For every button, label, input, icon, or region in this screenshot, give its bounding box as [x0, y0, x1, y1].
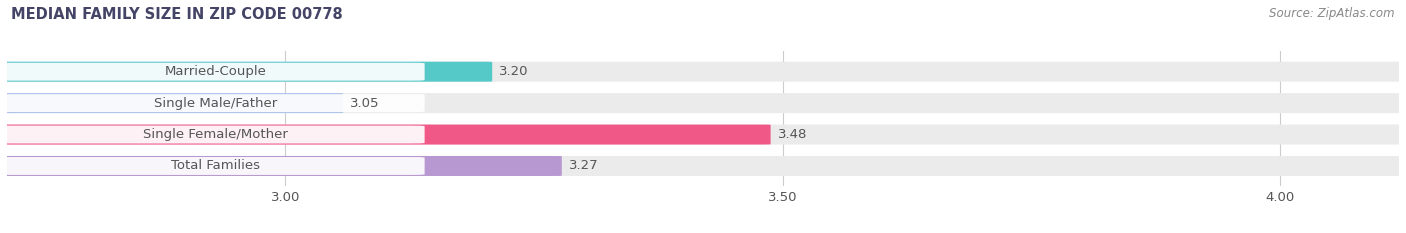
FancyBboxPatch shape — [0, 63, 425, 81]
FancyBboxPatch shape — [0, 125, 770, 144]
FancyBboxPatch shape — [0, 62, 492, 82]
Text: Total Families: Total Families — [172, 159, 260, 172]
FancyBboxPatch shape — [0, 62, 1406, 82]
FancyBboxPatch shape — [0, 125, 1406, 144]
FancyBboxPatch shape — [0, 126, 425, 144]
Text: 3.27: 3.27 — [569, 159, 599, 172]
Text: 3.20: 3.20 — [499, 65, 529, 78]
Text: Source: ZipAtlas.com: Source: ZipAtlas.com — [1270, 7, 1395, 20]
FancyBboxPatch shape — [0, 93, 343, 113]
FancyBboxPatch shape — [0, 94, 425, 112]
Text: 3.05: 3.05 — [350, 97, 380, 110]
Text: Single Male/Father: Single Male/Father — [155, 97, 277, 110]
Text: Married-Couple: Married-Couple — [165, 65, 267, 78]
Text: MEDIAN FAMILY SIZE IN ZIP CODE 00778: MEDIAN FAMILY SIZE IN ZIP CODE 00778 — [11, 7, 343, 22]
FancyBboxPatch shape — [0, 156, 1406, 176]
FancyBboxPatch shape — [0, 93, 1406, 113]
Text: 3.48: 3.48 — [778, 128, 807, 141]
Text: Single Female/Mother: Single Female/Mother — [143, 128, 288, 141]
FancyBboxPatch shape — [0, 157, 425, 175]
FancyBboxPatch shape — [0, 156, 562, 176]
